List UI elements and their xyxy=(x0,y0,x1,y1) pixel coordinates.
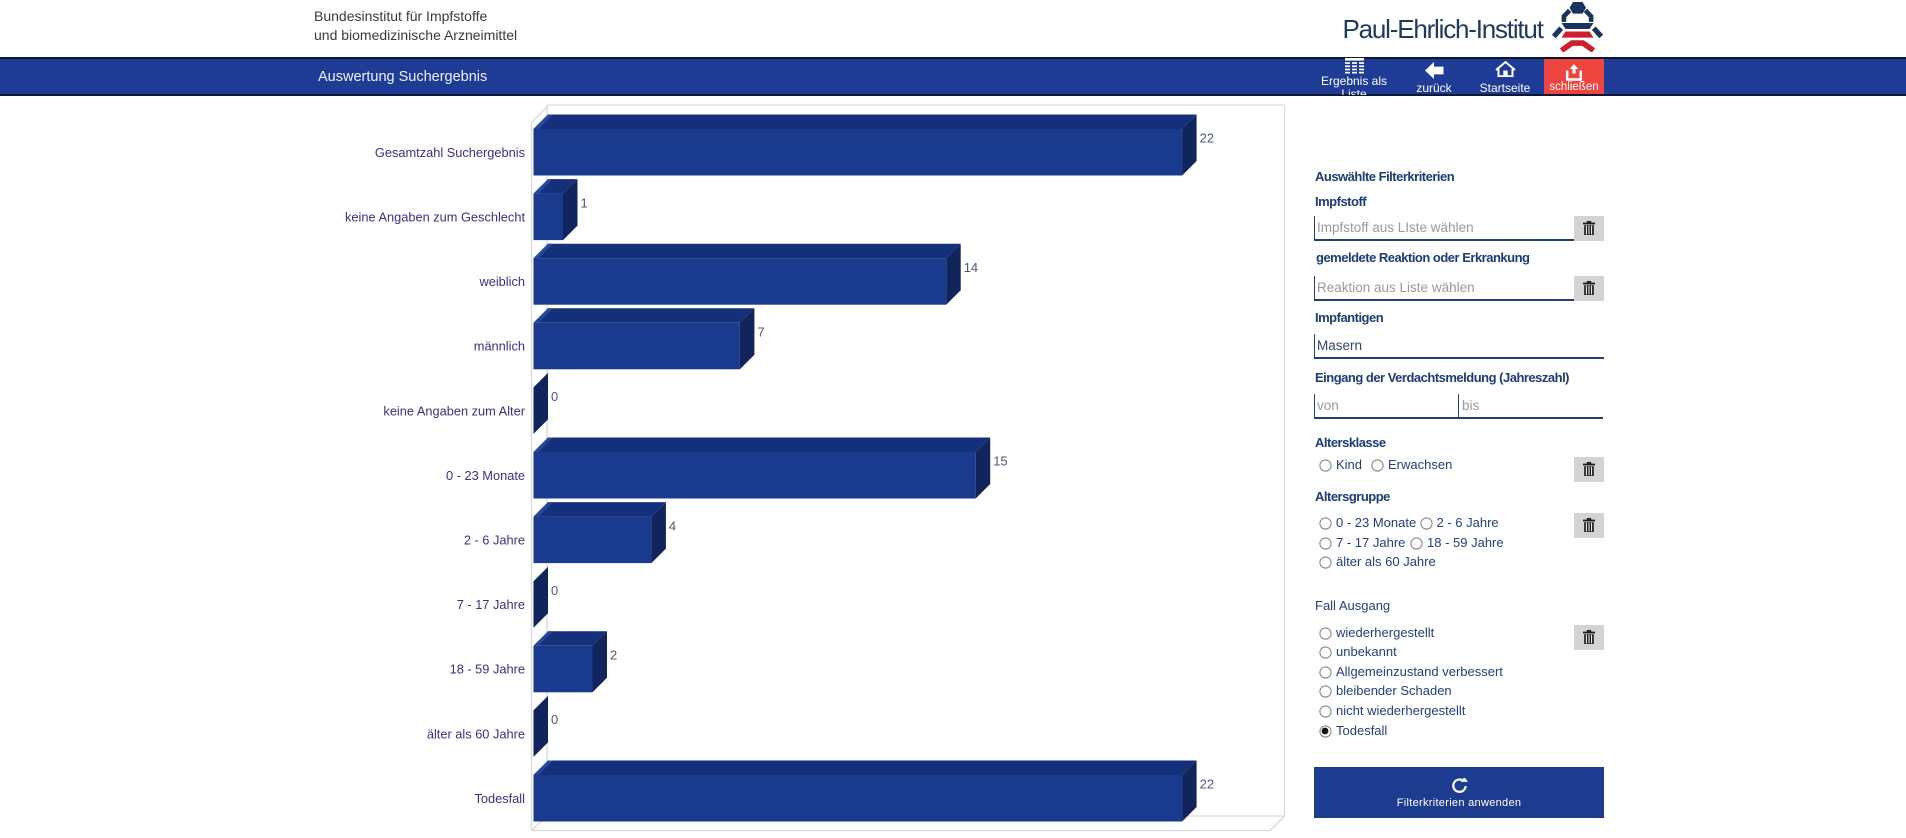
svg-text:0 - 23 Monate: 0 - 23 Monate xyxy=(446,468,525,483)
svg-text:4: 4 xyxy=(669,518,676,533)
svg-text:männlich: männlich xyxy=(474,339,525,354)
svg-text:weiblich: weiblich xyxy=(478,274,525,289)
svg-text:0: 0 xyxy=(551,389,558,404)
svg-text:keine Angaben zum Geschlecht: keine Angaben zum Geschlecht xyxy=(345,210,525,225)
svg-text:1: 1 xyxy=(581,195,588,210)
svg-text:0: 0 xyxy=(551,583,558,598)
svg-text:22: 22 xyxy=(1200,777,1214,792)
svg-text:älter als 60 Jahre: älter als 60 Jahre xyxy=(427,726,525,741)
svg-text:14: 14 xyxy=(964,260,978,275)
svg-text:15: 15 xyxy=(993,454,1007,469)
svg-text:22: 22 xyxy=(1200,131,1214,146)
svg-text:2 - 6 Jahre: 2 - 6 Jahre xyxy=(464,533,525,548)
svg-text:Todesfall: Todesfall xyxy=(474,791,525,806)
svg-text:7: 7 xyxy=(757,325,764,340)
svg-text:keine Angaben zum Alter: keine Angaben zum Alter xyxy=(383,403,525,418)
svg-text:18 - 59 Jahre: 18 - 59 Jahre xyxy=(450,662,525,677)
svg-text:0: 0 xyxy=(551,712,558,727)
svg-text:7 - 17 Jahre: 7 - 17 Jahre xyxy=(457,597,525,612)
svg-text:2: 2 xyxy=(610,648,617,663)
svg-text:Gesamtzahl Suchergebnis: Gesamtzahl Suchergebnis xyxy=(375,145,525,160)
